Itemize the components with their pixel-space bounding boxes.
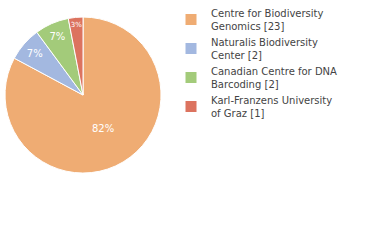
svg-text:7%: 7% bbox=[49, 31, 65, 42]
svg-text:7%: 7% bbox=[27, 48, 43, 59]
svg-text:Karl-Franzens Universityof Gra: Karl-Franzens Universityof Graz [1] bbox=[211, 95, 332, 119]
svg-text:Naturalis BiodiversityCenter [: Naturalis BiodiversityCenter [2] bbox=[211, 37, 318, 61]
svg-text:3%: 3% bbox=[71, 20, 82, 29]
svg-text:Centre for BiodiversityGenomic: Centre for BiodiversityGenomics [23] bbox=[211, 8, 324, 32]
svg-text:82%: 82% bbox=[92, 123, 114, 134]
svg-text:Canadian Centre for DNABarcodi: Canadian Centre for DNABarcoding [2] bbox=[211, 66, 337, 90]
